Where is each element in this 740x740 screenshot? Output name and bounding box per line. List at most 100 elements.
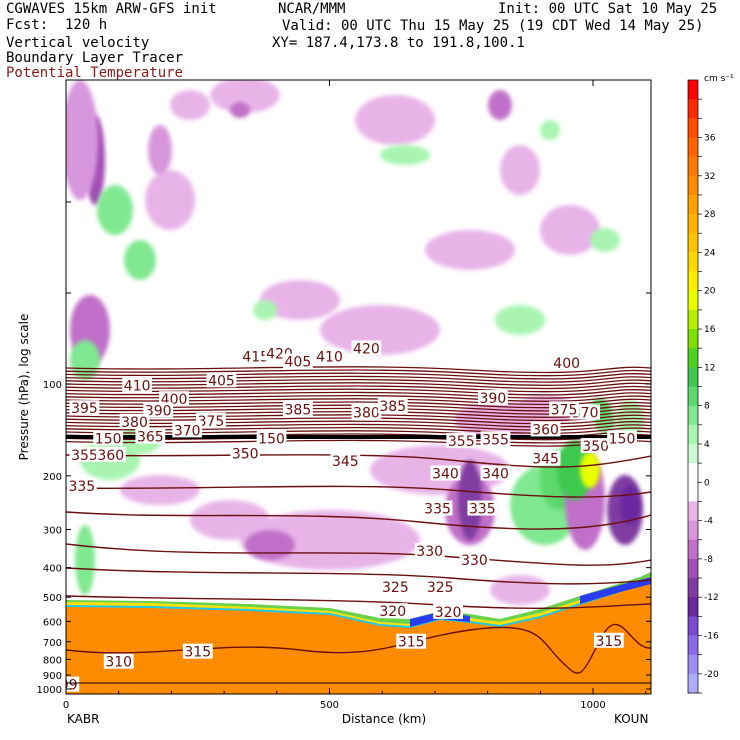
theta-line: [66, 369, 651, 377]
field-boundary-layer-tracer: Boundary Layer Tracer: [6, 50, 184, 66]
theta-label: 360: [97, 448, 124, 464]
vertical-velocity-contour: [490, 575, 550, 605]
theta-label-bg: [530, 421, 561, 437]
theta-label-bg: [425, 579, 456, 595]
colorbar-swatch: [688, 233, 698, 253]
colorbar-swatch: [688, 329, 698, 349]
theta-label: 310: [105, 655, 132, 671]
theta-label-bg: [135, 428, 166, 444]
colorbar-swatch: [688, 214, 698, 234]
colorbar-swatch: [688, 443, 698, 464]
theta-label: 385: [285, 402, 312, 418]
theta-label: 375: [198, 414, 225, 430]
colorbar-swatch: [688, 405, 698, 426]
theta-label-bg: [230, 445, 261, 461]
theta-line: [66, 410, 651, 418]
theta-label: 150: [258, 431, 285, 447]
colorbar-swatch: [688, 424, 698, 445]
theta-line: [66, 366, 651, 374]
colorbar-label: 24: [704, 248, 716, 258]
theta-label: 335: [68, 479, 95, 495]
colorbar-swatch: [688, 137, 698, 158]
y-tick-label: 500: [43, 593, 62, 604]
theta-label: 365: [137, 430, 164, 446]
theta-label-bg: [549, 401, 579, 417]
x-axis-ticks: 0 500 1000: [63, 80, 647, 711]
y-axis-ticks: 100 200 300 400 500 600 700 800 900 1000: [37, 201, 651, 696]
theta-label-bg: [93, 430, 124, 446]
theta-label-bg: [196, 412, 226, 428]
theta-label-bg: [314, 348, 345, 364]
colorbar-swatch: [688, 118, 698, 138]
vertical-velocity-contour: [230, 102, 250, 118]
theta-label: 390: [480, 391, 507, 407]
theta-label-bg: [240, 348, 271, 364]
theta-label: 150: [609, 431, 636, 447]
vertical-velocity-contour: [320, 305, 440, 355]
y-tick-label: 400: [43, 564, 62, 575]
vertical-velocity-contour: [500, 145, 540, 195]
vertical-velocity-contour: [260, 280, 340, 320]
vertical-velocity-contour: [580, 452, 600, 488]
vertical-velocity-contour: [380, 145, 430, 165]
theta-line: [66, 414, 651, 422]
vertical-velocity-contour: [540, 205, 600, 255]
theta-label-bg: [95, 446, 126, 462]
theta-label: 320: [379, 604, 406, 620]
theta-label: 315: [595, 634, 622, 650]
theta-label: 385: [379, 399, 406, 415]
colorbar-swatch: [688, 309, 698, 330]
theta-label: 345: [332, 454, 359, 470]
theta-label-bg: [414, 543, 445, 559]
colorbar-label: 8: [704, 402, 710, 412]
colorbar-label: 4: [704, 440, 710, 450]
theta-label: 320: [435, 605, 462, 621]
cross-section-endpoints: XY= 187.4,173.8 to 191.8,100.1: [272, 35, 525, 51]
vertical-velocity-contour: [557, 440, 593, 500]
theta-label-bg: [480, 465, 511, 481]
plot-frame: [65, 79, 652, 695]
theta-label-bg: [256, 430, 287, 446]
theta-label: 350: [582, 439, 609, 455]
theta-label-bg: [66, 478, 97, 494]
vertical-velocity-contour: [148, 125, 172, 175]
left-endpoint-station: KABR: [67, 712, 99, 726]
theta-line: [66, 375, 651, 383]
theta-label-bg: [396, 633, 427, 649]
theta-line: [66, 417, 651, 425]
theta-label-bg: [551, 355, 582, 371]
theta-label: 355: [448, 434, 475, 450]
theta-label-bg: [377, 603, 408, 619]
theta-label-bg: [467, 500, 498, 516]
colorbar-swatch: [688, 501, 698, 522]
field-vertical-velocity: Vertical velocity: [6, 35, 150, 51]
theta-label-bg: [69, 400, 100, 416]
theta-label: 370: [174, 423, 201, 439]
init-time: Init: 00 UTC Sat 10 May 25: [498, 1, 718, 17]
organization: NCAR/MMM: [278, 1, 346, 17]
theta-label-bg: [459, 551, 490, 567]
theta-label-bg: [607, 430, 637, 446]
colorbar-swatch: [688, 463, 698, 483]
theta-label-bg: [477, 390, 508, 406]
y-tick-label: 900: [43, 671, 62, 682]
vertical-velocity-contour: [253, 300, 277, 320]
theta-label: 380: [353, 406, 380, 422]
x-tick-label: 0: [63, 700, 69, 711]
vertical-velocity-contour: [540, 120, 560, 140]
theta-label-bg: [433, 603, 463, 619]
y-tick-label: 200: [43, 472, 62, 483]
theta-label: 405: [285, 354, 312, 370]
theta-label-bg: [330, 452, 361, 468]
theta-label: 380: [121, 415, 148, 431]
x-tick-label: 1000: [580, 700, 605, 711]
theta-label: 330: [416, 544, 443, 560]
theta-label: 150: [95, 431, 122, 447]
colorbar-label: 36: [704, 133, 716, 143]
valid-time: Valid: 00 UTC Thu 15 May 25 (19 CDT Wed …: [282, 18, 704, 34]
theta-label-bg: [377, 398, 408, 414]
colorbar-swatch: [688, 520, 698, 541]
theta-label-bg: [430, 465, 461, 481]
